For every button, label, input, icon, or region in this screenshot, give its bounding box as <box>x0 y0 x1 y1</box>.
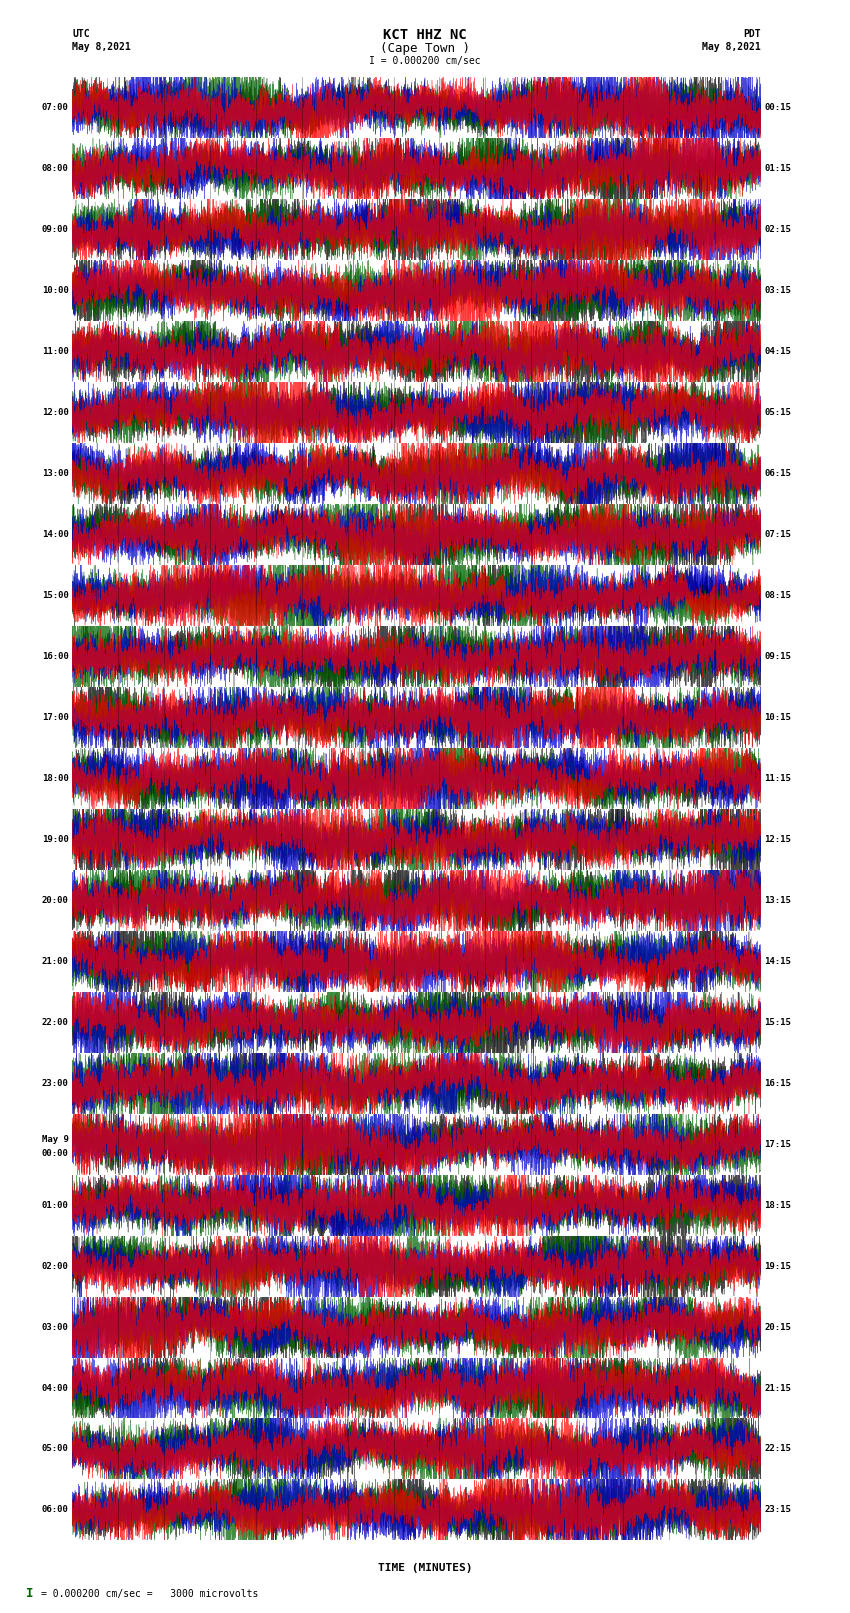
Text: = 0.000200 cm/sec =   3000 microvolts: = 0.000200 cm/sec = 3000 microvolts <box>41 1589 258 1598</box>
Text: 09:15: 09:15 <box>764 652 791 661</box>
Text: 22:00: 22:00 <box>42 1018 69 1027</box>
Text: 08:00: 08:00 <box>42 165 69 173</box>
Text: 18:00: 18:00 <box>42 774 69 782</box>
Text: 06:00: 06:00 <box>42 1505 69 1515</box>
Text: 13:15: 13:15 <box>764 895 791 905</box>
Text: 02:00: 02:00 <box>42 1261 69 1271</box>
Text: 19:00: 19:00 <box>42 836 69 844</box>
Text: 05:00: 05:00 <box>42 1445 69 1453</box>
Text: 10:15: 10:15 <box>764 713 791 723</box>
Text: 11:15: 11:15 <box>764 774 791 782</box>
Text: 23:15: 23:15 <box>764 1505 791 1515</box>
Text: PDT: PDT <box>743 29 761 39</box>
Text: 11:00: 11:00 <box>42 347 69 356</box>
Text: 16:00: 16:00 <box>42 652 69 661</box>
Text: TIME (MINUTES): TIME (MINUTES) <box>377 1563 473 1573</box>
Text: 19:15: 19:15 <box>764 1261 791 1271</box>
Text: 15:00: 15:00 <box>42 590 69 600</box>
Text: 14:15: 14:15 <box>764 957 791 966</box>
Text: 02:15: 02:15 <box>764 226 791 234</box>
Text: 00:00: 00:00 <box>42 1150 69 1158</box>
Text: 00:15: 00:15 <box>764 103 791 113</box>
Text: 17:00: 17:00 <box>42 713 69 723</box>
Text: 22:15: 22:15 <box>764 1445 791 1453</box>
Text: UTC: UTC <box>72 29 90 39</box>
Text: 21:15: 21:15 <box>764 1384 791 1392</box>
Text: 04:15: 04:15 <box>764 347 791 356</box>
Text: 23:00: 23:00 <box>42 1079 69 1087</box>
Text: May 9: May 9 <box>42 1136 69 1144</box>
Text: 13:00: 13:00 <box>42 469 69 477</box>
Text: 01:15: 01:15 <box>764 165 791 173</box>
Text: I: I <box>26 1587 33 1600</box>
Text: 03:00: 03:00 <box>42 1323 69 1332</box>
Text: 16:15: 16:15 <box>764 1079 791 1087</box>
Text: 12:15: 12:15 <box>764 836 791 844</box>
Text: 07:00: 07:00 <box>42 103 69 113</box>
Text: 15:15: 15:15 <box>764 1018 791 1027</box>
Text: May 8,2021: May 8,2021 <box>72 42 131 52</box>
Text: (Cape Town ): (Cape Town ) <box>380 42 470 55</box>
Text: 10:00: 10:00 <box>42 286 69 295</box>
Text: 01:00: 01:00 <box>42 1200 69 1210</box>
Text: 20:00: 20:00 <box>42 895 69 905</box>
Text: 17:15: 17:15 <box>764 1140 791 1148</box>
Text: 07:15: 07:15 <box>764 531 791 539</box>
Text: 09:00: 09:00 <box>42 226 69 234</box>
Text: 06:15: 06:15 <box>764 469 791 477</box>
Text: 20:15: 20:15 <box>764 1323 791 1332</box>
Text: 14:00: 14:00 <box>42 531 69 539</box>
Text: 05:15: 05:15 <box>764 408 791 418</box>
Text: KCT HHZ NC: KCT HHZ NC <box>383 29 467 42</box>
Text: I = 0.000200 cm/sec: I = 0.000200 cm/sec <box>369 56 481 66</box>
Text: May 8,2021: May 8,2021 <box>702 42 761 52</box>
Text: 04:00: 04:00 <box>42 1384 69 1392</box>
Text: 12:00: 12:00 <box>42 408 69 418</box>
Text: 08:15: 08:15 <box>764 590 791 600</box>
Text: 21:00: 21:00 <box>42 957 69 966</box>
Text: 18:15: 18:15 <box>764 1200 791 1210</box>
Text: 03:15: 03:15 <box>764 286 791 295</box>
